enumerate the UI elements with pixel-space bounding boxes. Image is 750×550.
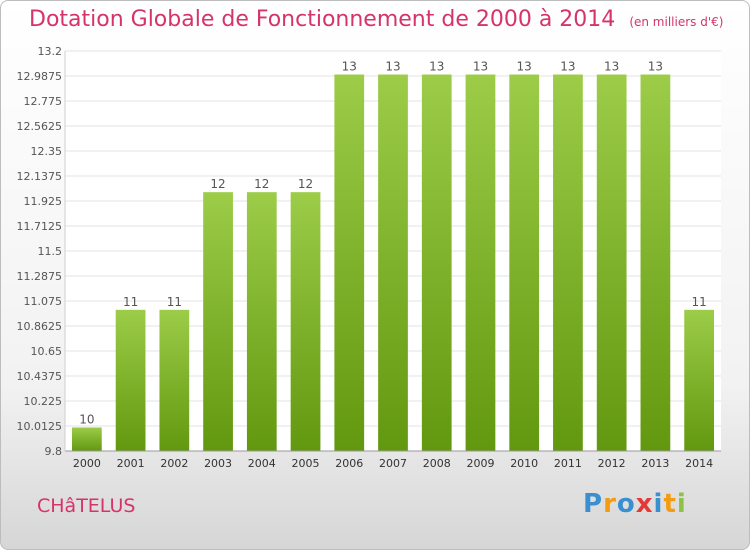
y-tick-label: 10.4375 [17, 370, 63, 383]
commune-name: CHâTELUS [37, 495, 136, 517]
bar [640, 74, 671, 451]
bar [553, 74, 583, 451]
logo-letter: P [583, 489, 604, 519]
logo-letter: o [616, 489, 636, 519]
y-tick-label: 12.775 [24, 95, 63, 108]
data-label: 13 [342, 60, 357, 74]
x-tick-label: 2006 [335, 457, 363, 470]
y-tick-label: 11.925 [24, 195, 63, 208]
y-tick-label: 11.5 [38, 245, 63, 258]
bar [509, 74, 540, 451]
x-tick-label: 2002 [160, 457, 188, 470]
bar [246, 192, 277, 452]
x-tick-label: 2007 [379, 457, 407, 470]
bar [378, 74, 408, 451]
y-tick-label: 10.65 [31, 345, 63, 358]
bar [290, 192, 321, 452]
data-label: 11 [167, 295, 182, 309]
logo-letter: t [663, 489, 677, 519]
y-tick-label: 9.8 [45, 445, 63, 458]
bar [596, 74, 627, 451]
bar [334, 74, 365, 451]
bar [203, 192, 233, 452]
y-tick-label: 12.35 [31, 145, 63, 158]
bar [465, 74, 496, 451]
data-label: 13 [429, 60, 444, 74]
y-tick-label: 10.0125 [17, 420, 63, 433]
x-tick-label: 2005 [292, 457, 320, 470]
x-tick-label: 2009 [466, 457, 494, 470]
data-label: 13 [517, 60, 532, 74]
x-tick-label: 2012 [598, 457, 626, 470]
y-tick-label: 10.8625 [17, 320, 63, 333]
y-tick-label: 10.225 [24, 395, 63, 408]
x-tick-label: 2000 [73, 457, 101, 470]
bar [684, 309, 715, 451]
x-tick-label: 2004 [248, 457, 276, 470]
chart-title: Dotation Globale de Fonctionnement de 20… [29, 7, 723, 32]
data-label: 13 [648, 60, 663, 74]
data-label: 13 [473, 60, 488, 74]
y-tick-label: 12.5625 [17, 120, 63, 133]
y-tick-label: 12.9875 [17, 70, 63, 83]
logo-letter: i [653, 489, 664, 519]
data-label: 10 [79, 412, 94, 426]
y-tick-label: 11.075 [24, 295, 63, 308]
data-label: 13 [385, 60, 400, 74]
proxiti-logo: Proxiti [583, 489, 687, 519]
x-tick-label: 2010 [510, 457, 538, 470]
data-label: 11 [691, 295, 706, 309]
data-label: 12 [298, 177, 313, 191]
bar [421, 74, 452, 451]
x-tick-label: 2011 [554, 457, 582, 470]
y-tick-label: 13.2 [38, 45, 63, 58]
y-tick-label: 11.7125 [17, 220, 63, 233]
data-label: 12 [254, 177, 269, 191]
bar [71, 427, 102, 451]
x-tick-label: 2003 [204, 457, 232, 470]
data-label: 13 [604, 60, 619, 74]
data-label: 12 [210, 177, 225, 191]
logo-letter: i [676, 489, 687, 519]
x-tick-label: 2001 [117, 457, 145, 470]
title-text: Dotation Globale de Fonctionnement de 20… [29, 7, 616, 32]
x-tick-label: 2014 [685, 457, 713, 470]
x-tick-label: 2008 [423, 457, 451, 470]
logo-letter: r [603, 489, 617, 519]
logo-letter: x [635, 489, 654, 519]
y-tick-label: 12.1375 [17, 170, 63, 183]
data-label: 11 [123, 295, 138, 309]
data-label: 13 [560, 60, 575, 74]
title-unit: (en milliers d'€) [629, 15, 724, 29]
bar [115, 309, 146, 451]
bar [159, 309, 190, 451]
y-tick-label: 11.2875 [17, 270, 63, 283]
x-tick-label: 2013 [641, 457, 669, 470]
